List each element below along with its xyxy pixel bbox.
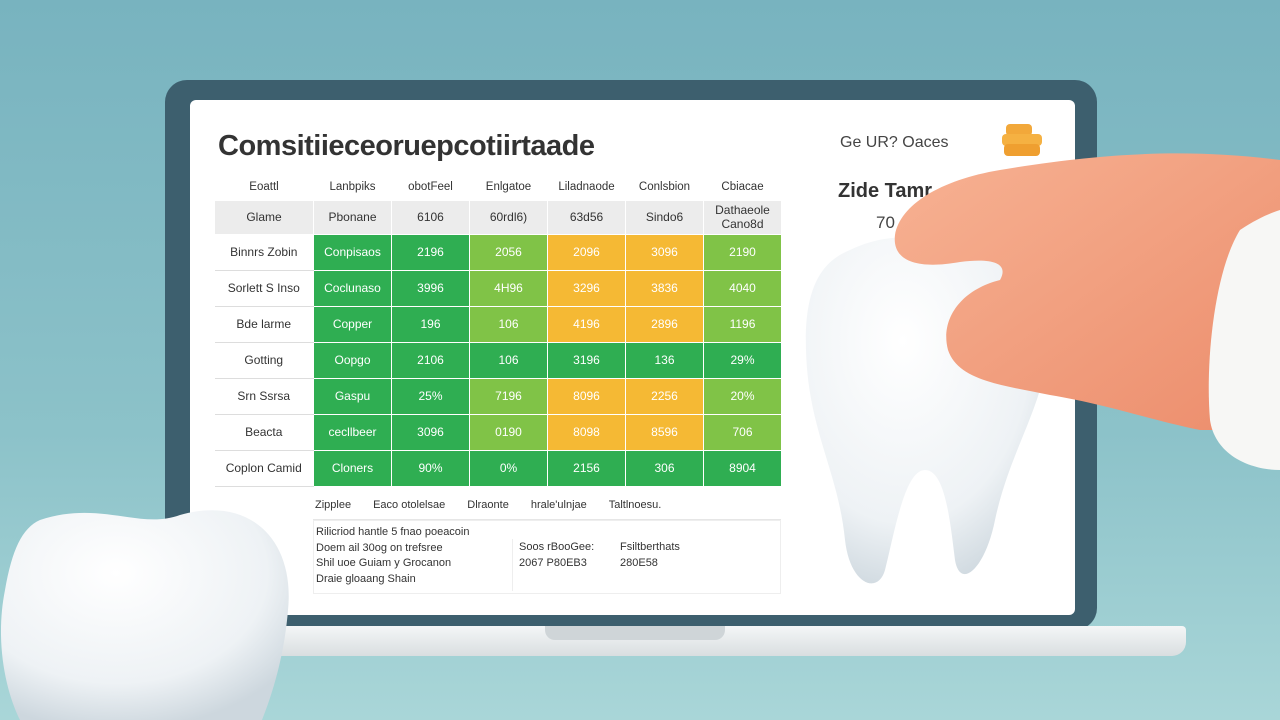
legend-item: Taltlnoesu.: [608, 498, 662, 511]
table-cell: 136: [625, 341, 704, 379]
column-header: Lanbpiks: [329, 181, 376, 194]
row-label: Srn Ssrsa: [214, 378, 314, 415]
table-cell: 2096: [547, 233, 626, 271]
sleeve: [1208, 210, 1280, 470]
table-cell: Gaspu: [313, 377, 392, 415]
notes-panel: Rilicriod hantle 5 fnao poeacoin Doem ail…: [313, 520, 781, 594]
table-cell: 2256: [625, 377, 704, 415]
header-row: Eoattl Lanbpiks obotFeel Enlgatoe Liladnaode…: [215, 175, 782, 200]
table-cell: 4040: [703, 269, 782, 307]
row-label: Sorlett S Inso: [214, 270, 314, 307]
table-row: Binnrs Zobin Conpisaos 2196 2056 2096 3096 219…: [214, 233, 782, 271]
table-cell: 306: [625, 449, 704, 487]
table-cell: 20%: [703, 377, 782, 415]
note-line: 280E58: [620, 557, 658, 569]
table-cell: 106: [469, 341, 548, 379]
column-header: Conlsbion: [638, 181, 691, 194]
column-subheader: Dathaeole Cano8d: [703, 199, 782, 235]
table-cell: 3996: [391, 269, 470, 307]
table-row: Gotting Oopgo 2106 106 3196 136 29%: [214, 341, 782, 379]
table-cell: 3836: [625, 269, 704, 307]
stack-icon: [1002, 124, 1042, 156]
note-line: Draie gloaang Shain: [316, 572, 416, 585]
table-cell: 8096: [547, 377, 626, 415]
table-cell: 706: [703, 413, 782, 451]
column-header: Enlgatoe: [485, 181, 532, 194]
legend-item: hrale'ulnjae: [530, 498, 587, 511]
column-header: Eoattl: [249, 181, 279, 194]
row-label: Bde larme: [214, 306, 314, 343]
row-label: Gotting: [214, 342, 314, 379]
table-cell: 25%: [391, 377, 470, 415]
table-cell: 0190: [469, 413, 548, 451]
table-cell: 2196: [391, 233, 470, 271]
legend-item: Eaco otolelsae: [373, 498, 446, 511]
legend-item: Dlraonte: [467, 498, 509, 511]
note-line: Rilicriod hantle 5 fnao poeacoin: [316, 526, 470, 538]
page-title: Comsitiieceoruepcotiirtaade: [218, 130, 595, 162]
column-header: Cbiacae: [721, 181, 764, 194]
table-cell: 2190: [703, 233, 782, 271]
table-cell: 2156: [547, 449, 626, 487]
table-cell: cecllbeer: [313, 413, 392, 451]
table-cell: 4196: [547, 305, 626, 343]
column-subheader: 63d56: [547, 199, 626, 235]
column-header: Liladnaode: [558, 181, 615, 194]
legend-item: Zipplee: [315, 498, 352, 511]
table-cell: 8904: [703, 449, 782, 487]
note-line: Shil uoe Guiam y Grocanon: [316, 557, 452, 569]
subheader-row: Glame Pbonane 6106 60rdl6) 63d56 Sindo6 Dathae…: [214, 199, 782, 235]
table-cell: Oopgo: [313, 341, 392, 379]
column-subheader: Sindo6: [625, 199, 704, 235]
table-cell: 8596: [625, 413, 704, 451]
table-cell: 8098: [547, 413, 626, 451]
row-label: Coplon Camid: [214, 450, 314, 487]
table-cell: Coclunaso: [313, 269, 392, 307]
table-cell: Cloners: [313, 449, 392, 487]
table-cell: 3196: [547, 341, 626, 379]
table-cell: 2896: [625, 305, 704, 343]
table-cell: 3296: [547, 269, 626, 307]
legend: Zipplee Eaco otolelsae Dlraonte hrale'ulnja…: [313, 490, 781, 520]
table-cell: 29%: [703, 341, 782, 379]
hand: [894, 153, 1280, 430]
column-subheader: 60rdl6): [469, 199, 548, 235]
table-row: Beacta cecllbeer 3096 0190 8098 8596 706: [214, 413, 782, 451]
table-cell: 106: [469, 305, 548, 343]
table-row: Coplon Camid Cloners 90% 0% 2156 306 8904: [214, 449, 782, 487]
table-cell: 1196: [703, 305, 782, 343]
table-cell: Conpisaos: [313, 233, 392, 271]
table-row: Srn Ssrsa Gaspu 25% 7196 8096 2256 20%: [214, 377, 782, 415]
table-cell: 3096: [625, 233, 704, 271]
row-label: Beacta: [214, 414, 314, 451]
note-line: Fsiltberthats: [620, 541, 680, 553]
laptop-notch: [545, 626, 725, 640]
column-header: obotFeel: [408, 181, 453, 194]
note-line: 2067 P80EB3: [519, 557, 587, 569]
table-cell: 2056: [469, 233, 548, 271]
table-row: Bde larme Copper 196 106 4196 2896 1196: [214, 305, 782, 343]
table-cell: 0%: [469, 449, 548, 487]
row-label: Binnrs Zobin: [214, 234, 314, 271]
side-value: 70: [876, 213, 895, 232]
side-heading: Zide Tamr: [838, 180, 933, 202]
tooth-small: [0, 510, 289, 720]
table-cell: 2106: [391, 341, 470, 379]
table-row: Sorlett S Inso Coclunaso 3996 4H96 3296 3836 4…: [214, 269, 782, 307]
side-label: Ge UR? Oaces: [840, 134, 949, 151]
note-line: Soos rBooGee:: [519, 541, 595, 553]
comparison-table: Eoattl Lanbpiks obotFeel Enlgatoe Liladnaode…: [214, 175, 782, 487]
table-cell: 90%: [391, 449, 470, 487]
note-line: Doem ail 30og on trefsree: [316, 541, 443, 554]
